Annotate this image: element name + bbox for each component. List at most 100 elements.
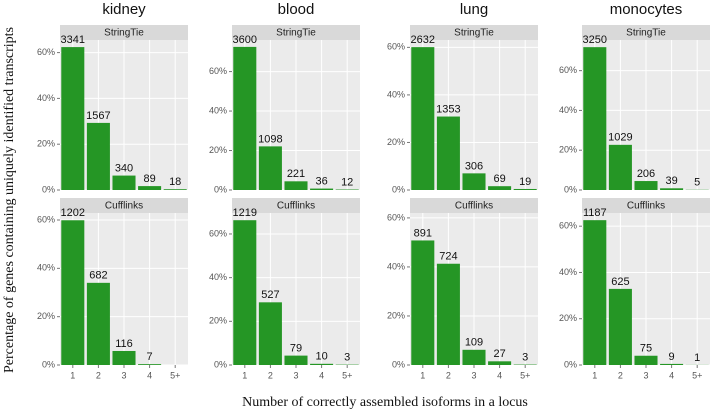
bar [634,355,658,365]
bar [112,175,136,190]
data-label: 27 [493,348,505,360]
data-label: 3600 [233,34,257,46]
y-tick-label: 20% [387,310,405,320]
y-axis-label: Percentage of genes containing uniquely … [2,27,17,373]
data-label: 221 [287,168,305,180]
data-label: 5 [694,177,700,189]
bar [583,220,607,365]
strip-label: StringTie [276,28,316,39]
bar [258,146,282,190]
y-tick-label: 60% [209,66,227,76]
data-label: 18 [169,176,181,188]
data-label: 3250 [583,34,607,46]
y-tick-label: 40% [37,263,55,273]
strip [232,25,360,40]
x-tick-label: 4 [497,370,502,380]
data-label: 1567 [86,110,110,122]
strip-label: Cufflinks [105,201,143,212]
y-tick-label: 20% [209,316,227,326]
x-tick-label: 2 [268,370,273,380]
data-label: 891 [414,227,432,239]
x-tick-label: 1 [592,370,597,380]
y-tick-label: 20% [37,311,55,321]
bar [61,220,85,365]
bar [411,240,435,365]
y-tick-label: 20% [37,139,55,149]
y-tick-label: 20% [387,137,405,147]
data-label: 1202 [61,207,85,219]
y-tick-label: 0% [214,184,227,194]
data-label: 3 [522,351,528,363]
x-tick-label: 4 [147,370,152,380]
data-label: 1029 [608,132,632,144]
y-tick-label: 40% [387,261,405,271]
strip [410,25,538,40]
data-label: 206 [637,168,655,180]
bar [138,186,162,190]
y-tick-label: 20% [559,145,577,155]
x-tick-label: 5+ [342,370,352,380]
data-label: 19 [519,176,531,188]
data-label: 1098 [258,133,282,145]
x-tick-label: 3 [471,370,476,380]
x-tick-label: 2 [618,370,623,380]
x-tick-label: 1 [242,370,247,380]
strip-label: Cufflinks [627,201,665,212]
x-tick-label: 3 [293,370,298,380]
y-tick-label: 20% [559,313,577,323]
bar [608,144,632,190]
strip [582,198,710,213]
data-label: 1187 [583,207,607,219]
strip-label: StringTie [454,28,494,39]
y-tick-label: 60% [387,42,405,52]
bar [86,122,110,190]
bar [163,189,187,190]
data-label: 7 [147,351,153,363]
data-label: 116 [115,338,133,350]
x-tick-label: 5+ [170,370,180,380]
data-label: 10 [315,351,327,363]
data-label: 340 [115,162,133,174]
x-tick-label: 3 [643,370,648,380]
data-label: 79 [290,343,302,355]
bar [138,364,162,365]
data-label: 306 [465,160,483,172]
strip-label: Cufflinks [277,201,315,212]
y-tick-label: 0% [392,184,405,194]
bar [61,47,85,190]
y-tick-label: 40% [559,105,577,115]
y-tick-label: 60% [37,47,55,57]
y-tick-label: 60% [37,214,55,224]
bar [462,349,486,365]
bar [436,116,460,190]
data-label: 2632 [411,34,435,46]
x-tick-label: 5+ [692,370,702,380]
bar [660,363,684,365]
y-tick-label: 0% [42,359,55,369]
bar [284,181,308,190]
y-tick-label: 40% [209,272,227,282]
strip-label: Cufflinks [455,201,493,212]
bar [284,355,308,365]
y-tick-label: 60% [209,228,227,238]
x-tick-label: 2 [446,370,451,380]
data-label: 36 [315,175,327,187]
bar [411,47,435,191]
data-label: 89 [143,173,155,185]
column-label: lung [460,1,488,18]
data-label: 724 [439,251,457,263]
y-tick-label: 40% [559,267,577,277]
data-label: 1219 [233,207,257,219]
y-tick-label: 40% [209,105,227,115]
y-tick-label: 40% [37,93,55,103]
y-tick-label: 0% [564,184,577,194]
bar [660,188,684,190]
x-tick-label: 3 [121,370,126,380]
y-tick-label: 0% [564,359,577,369]
y-tick-label: 0% [42,184,55,194]
y-tick-label: 20% [209,145,227,155]
column-label: blood [278,1,315,18]
y-tick-label: 0% [214,359,227,369]
strip-label: StringTie [626,28,666,39]
